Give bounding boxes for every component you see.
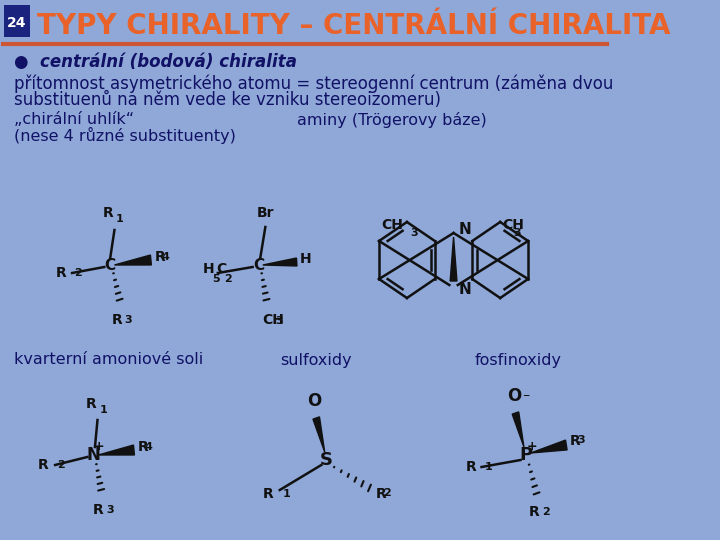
Text: +: +	[94, 441, 104, 454]
Text: P: P	[519, 446, 532, 464]
Text: aminy (Trögerovy báze): aminy (Trögerovy báze)	[297, 112, 487, 128]
Text: R: R	[37, 458, 48, 472]
Text: 1: 1	[485, 462, 492, 472]
Text: fosfinoxidy: fosfinoxidy	[474, 353, 562, 368]
Text: 2: 2	[541, 507, 549, 517]
Text: 1: 1	[116, 214, 124, 224]
Text: TYPY CHIRALITY – CENTRÁLNÍ CHIRALITA: TYPY CHIRALITY – CENTRÁLNÍ CHIRALITA	[37, 12, 671, 40]
Text: C: C	[216, 262, 226, 276]
Text: 3: 3	[125, 315, 132, 325]
Text: přítomnost asymetrického atomu = stereogenní centrum (záměna dvou: přítomnost asymetrického atomu = stereog…	[14, 75, 613, 93]
FancyBboxPatch shape	[4, 5, 30, 37]
Text: O: O	[307, 392, 322, 410]
Text: R: R	[55, 266, 66, 280]
Text: CH: CH	[381, 218, 402, 232]
Text: „chirální uhlík“: „chirální uhlík“	[14, 112, 134, 127]
Text: 1: 1	[100, 405, 108, 415]
Polygon shape	[313, 417, 325, 452]
Text: N: N	[86, 446, 100, 464]
Polygon shape	[99, 445, 135, 455]
Text: R: R	[466, 460, 477, 474]
Text: 4: 4	[162, 252, 170, 262]
Text: R: R	[154, 250, 165, 264]
Text: H: H	[203, 262, 215, 276]
Text: N: N	[459, 221, 472, 237]
Text: ⁻: ⁻	[522, 391, 530, 405]
Text: C: C	[104, 258, 116, 273]
Text: CH: CH	[503, 218, 525, 232]
Text: 1: 1	[282, 489, 290, 499]
Text: R: R	[376, 487, 387, 501]
Text: 24: 24	[7, 16, 27, 30]
Text: R: R	[138, 440, 148, 454]
Text: H: H	[300, 252, 312, 266]
Text: R: R	[103, 206, 114, 220]
Text: 4: 4	[145, 442, 153, 452]
Text: S: S	[320, 451, 333, 469]
Text: 3: 3	[577, 435, 585, 445]
Polygon shape	[450, 237, 457, 281]
Text: R: R	[263, 487, 274, 501]
Polygon shape	[512, 412, 524, 447]
Text: R: R	[528, 505, 539, 519]
Text: 2: 2	[75, 268, 82, 278]
Text: CH: CH	[262, 313, 284, 327]
Text: O: O	[507, 387, 521, 405]
Text: kvarterní amoniové soli: kvarterní amoniové soli	[14, 353, 203, 368]
Polygon shape	[263, 258, 297, 266]
Text: R: R	[112, 313, 122, 327]
Text: 5: 5	[212, 274, 220, 284]
Text: (nese 4 různé substituenty): (nese 4 různé substituenty)	[14, 126, 235, 144]
Text: R: R	[86, 397, 97, 411]
Polygon shape	[114, 255, 151, 265]
Text: +: +	[527, 440, 538, 453]
Text: 3: 3	[514, 228, 521, 238]
Text: 3: 3	[410, 228, 418, 238]
Text: 3: 3	[106, 505, 114, 515]
Text: R: R	[93, 503, 104, 517]
Text: R: R	[570, 434, 580, 448]
Text: 2: 2	[383, 488, 391, 498]
Text: sulfoxidy: sulfoxidy	[280, 353, 351, 368]
Text: 2: 2	[224, 274, 231, 284]
Text: substituenů na něm vede ke vzniku stereoizomeru): substituenů na něm vede ke vzniku stereo…	[14, 91, 441, 109]
Text: 3: 3	[276, 316, 283, 326]
Text: 2: 2	[57, 460, 65, 470]
Text: C: C	[253, 258, 264, 273]
Polygon shape	[531, 440, 567, 453]
Text: ●  centrální (bodová) chiralita: ● centrální (bodová) chiralita	[14, 53, 297, 71]
Text: N: N	[459, 281, 472, 296]
Text: Br: Br	[256, 206, 274, 220]
